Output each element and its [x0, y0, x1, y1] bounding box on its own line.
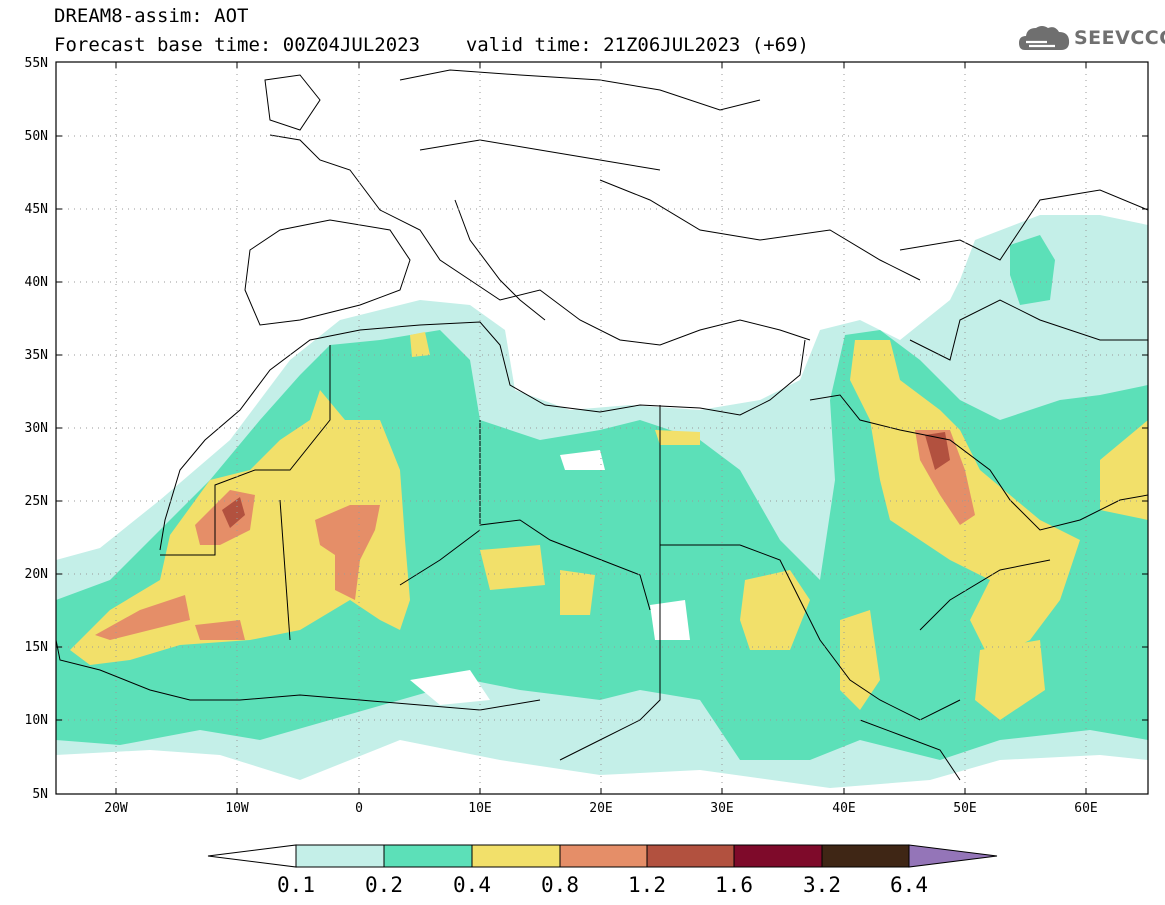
map-subtitle: Forecast base time: 00Z04JUL2023 valid t…: [54, 34, 809, 56]
colorbar-cell: [733, 844, 823, 868]
colorbar-over-arrow: [908, 844, 998, 868]
lon-label: 20E: [589, 801, 612, 816]
valid-time-label: valid time: 21Z06JUL2023 (+69): [465, 34, 809, 56]
aot-field: [56, 69, 1148, 788]
country-borders: [56, 69, 1148, 781]
lat-label: 15N: [25, 640, 48, 655]
colorbar-under-arrow: [207, 844, 297, 868]
colorbar-cell: [559, 844, 648, 868]
longitude-labels: 20W 10W 0 10E 20E 30E 40E 50E 60E: [104, 801, 1097, 816]
lat-label: 40N: [25, 275, 48, 290]
lon-label: 40E: [832, 801, 855, 816]
colorbar-label: 3.2: [803, 873, 841, 897]
lat-label: 30N: [25, 421, 48, 436]
colorbar-label: 0.4: [453, 873, 491, 897]
colorbar-cell: [646, 844, 735, 868]
lat-label: 50N: [25, 129, 48, 144]
colorbar-cell: [383, 844, 473, 868]
lon-label: 20W: [104, 801, 128, 816]
colorbar-cell: [295, 844, 385, 868]
lat-label: 10N: [25, 713, 48, 728]
map-title: DREAM8-assim: AOT: [54, 5, 249, 27]
colorbar-cell: [821, 844, 910, 868]
colorbar-labels: 0.1 0.2 0.4 0.8 1.2 1.6 3.2 6.4: [277, 873, 928, 897]
lat-label: 5N: [32, 787, 48, 802]
seevccc-logo: SEEVCCC: [1017, 22, 1165, 54]
cloud-logo-icon: [1019, 26, 1070, 50]
lat-label: 25N: [25, 494, 48, 509]
colorbar-label: 0.2: [365, 873, 403, 897]
aot-contour-0.8: [95, 430, 975, 640]
lon-label: 60E: [1074, 801, 1097, 816]
lat-label: 35N: [25, 348, 48, 363]
lat-label: 20N: [25, 567, 48, 582]
lon-label: 30E: [710, 801, 733, 816]
logo-text: SEEVCCC: [1074, 27, 1165, 49]
lon-label: 10W: [225, 801, 249, 816]
colorbar-label: 0.1: [277, 873, 315, 897]
colorbar-label: 0.8: [541, 873, 579, 897]
colorbar: [207, 844, 998, 868]
colorbar-label: 6.4: [890, 873, 928, 897]
colorbar-label: 1.2: [628, 873, 666, 897]
aot-contour-1.2: [222, 432, 950, 528]
colorbar-label: 1.6: [715, 873, 753, 897]
lat-label: 45N: [25, 202, 48, 217]
lon-label: 0: [355, 801, 363, 816]
lon-label: 10E: [468, 801, 491, 816]
colorbar-cell: [471, 844, 561, 868]
base-time-label: Forecast base time: 00Z04JUL2023: [54, 34, 421, 56]
axis-ticks: [56, 62, 1148, 794]
lon-label: 50E: [953, 801, 976, 816]
latitude-labels: 55N 50N 45N 40N 35N 30N 25N 20N 15N 10N …: [25, 56, 48, 802]
graticule: [56, 62, 1148, 794]
lat-label: 55N: [25, 56, 48, 71]
